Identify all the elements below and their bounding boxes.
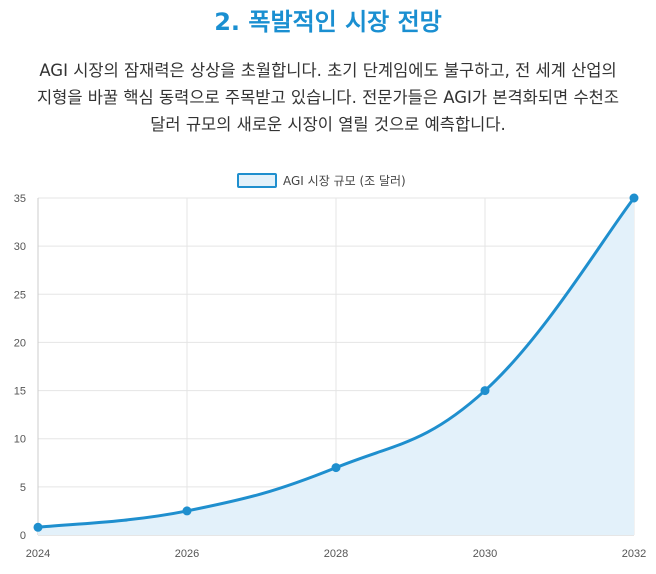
series-line (37, 197, 636, 529)
data-points (33, 193, 639, 532)
y-tick-label: 0 (20, 530, 26, 542)
intro-line: 지형을 바꿀 핵심 동력으로 주목받고 있습니다. 전문가들은 AGI가 본격화… (36, 88, 620, 107)
x-tick-label: 2026 (175, 548, 199, 560)
data-point[interactable] (33, 522, 43, 532)
intro-line: AGI 시장의 잠재력은 상상을 초월합니다. 초기 단계임에도 불구하고, 전… (39, 61, 617, 80)
x-tick-label: 2028 (324, 548, 348, 560)
section-title: 2. 폭발적인 시장 전망 (214, 8, 442, 36)
market-size-chart: 0 5 10 15 20 25 30 35 2024 2026 2028 2030 2032 AGI 시… (14, 173, 646, 560)
y-tick-label: 5 (20, 482, 26, 494)
x-tick-label: 2024 (26, 548, 50, 560)
y-tick-label: 25 (14, 289, 26, 301)
y-tick-label: 30 (14, 241, 26, 253)
legend-swatch (237, 173, 277, 188)
data-point[interactable] (629, 193, 639, 203)
y-tick-label: 20 (14, 337, 26, 349)
x-tick-label: 2032 (622, 548, 646, 560)
intro-line: 달러 규모의 새로운 시장이 열릴 것으로 예측합니다. (150, 115, 506, 134)
data-point[interactable] (331, 463, 341, 473)
data-point[interactable] (182, 506, 192, 516)
x-tick-label: 2030 (473, 548, 497, 560)
area-layer (37, 197, 636, 535)
intro-paragraph: AGI 시장의 잠재력은 상상을 초월합니다. 초기 단계임에도 불구하고, 전… (0, 57, 656, 138)
legend-label: AGI 시장 규모 (조 달러) (283, 174, 406, 188)
chart-legend[interactable]: AGI 시장 규모 (조 달러) (237, 173, 406, 188)
y-tick-label: 15 (14, 386, 26, 398)
series-area-fill (38, 198, 634, 535)
data-point[interactable] (480, 386, 490, 396)
y-tick-label: 10 (14, 434, 26, 446)
y-tick-label: 35 (14, 193, 26, 205)
